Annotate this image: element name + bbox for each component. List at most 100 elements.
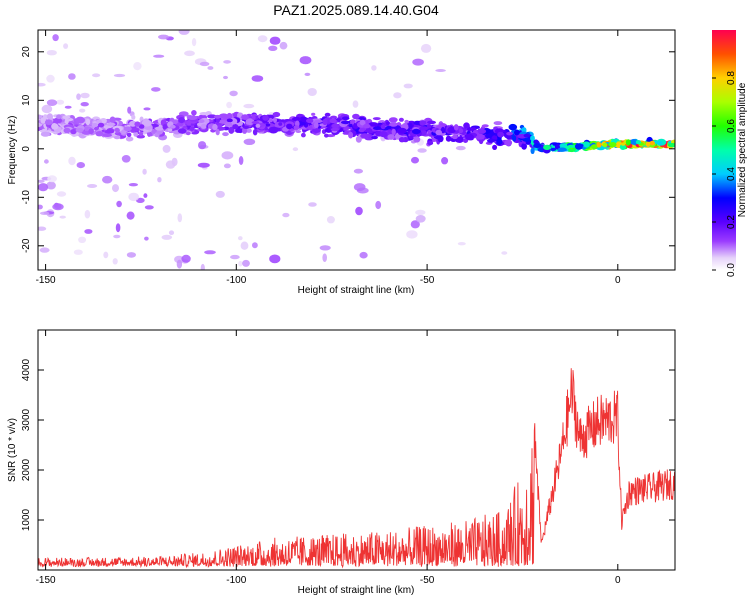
- heatmap-cell: [398, 117, 404, 122]
- heatmap-cell: [133, 62, 142, 71]
- heatmap-cell: [530, 135, 535, 142]
- heatmap-cell: [355, 206, 363, 216]
- heatmap-cell: [514, 129, 520, 136]
- heatmap-cell: [268, 45, 278, 51]
- spectrogram-x-tick-label: -50: [420, 275, 435, 286]
- heatmap-cell: [282, 212, 290, 218]
- heatmap-cell: [215, 128, 220, 136]
- heatmap-cell: [403, 83, 413, 89]
- heatmap-cell: [649, 140, 655, 146]
- heatmap-cell: [304, 72, 311, 76]
- heatmap-cell: [550, 147, 557, 151]
- heatmap-cell: [306, 118, 314, 124]
- heatmap-cell: [273, 117, 277, 123]
- heatmap-cell: [330, 115, 338, 119]
- heatmap-cell: [136, 134, 145, 139]
- heatmap-cell: [406, 230, 418, 239]
- heatmap-cell: [113, 73, 126, 78]
- heatmap-cell: [415, 215, 426, 223]
- heatmap-cell: [126, 211, 135, 220]
- snr-x-tick-label: -150: [36, 575, 56, 586]
- snr-x-label: Height of straight line (km): [298, 585, 415, 596]
- heatmap-cell: [187, 115, 198, 120]
- heatmap-cell: [199, 61, 210, 67]
- heatmap-cell: [56, 99, 65, 105]
- spectrogram-y-tick-label: 0: [21, 146, 32, 152]
- heatmap-cell: [112, 184, 119, 193]
- heatmap-cell: [340, 120, 351, 125]
- heatmap-cell: [326, 216, 335, 224]
- heatmap-cell: [348, 131, 354, 139]
- heatmap-cell: [167, 128, 173, 132]
- heatmap-cell: [602, 142, 608, 148]
- heatmap-cell: [308, 202, 317, 207]
- snr-panel: -150 -100 -50 0 1000 2000 3000 4000 Height of s…: [7, 329, 676, 596]
- heatmap-cell: [410, 220, 420, 229]
- heatmap-cell: [427, 120, 436, 125]
- heatmap-cell: [198, 141, 207, 150]
- heatmap-cell: [246, 128, 252, 133]
- heatmap-cell: [153, 54, 165, 58]
- colorbar-tick-label: 0.8: [726, 71, 737, 85]
- heatmap-cell: [104, 129, 115, 134]
- heatmap-cell: [238, 156, 244, 165]
- heatmap-cell: [46, 181, 56, 190]
- heatmap-cell: [371, 65, 377, 71]
- heatmap-cell: [59, 215, 66, 219]
- heatmap-cell: [38, 183, 49, 192]
- heatmap-cell: [75, 116, 85, 124]
- heatmap-cell: [88, 128, 94, 135]
- heatmap-cell: [38, 204, 43, 210]
- heatmap-cell: [243, 138, 256, 145]
- snr-line-area: [38, 368, 675, 569]
- heatmap-cell: [286, 123, 293, 130]
- heatmap-cell: [191, 38, 197, 47]
- heatmap-cell: [621, 142, 626, 146]
- heatmap-cell: [56, 191, 67, 197]
- heatmap-cell: [292, 116, 301, 122]
- heatmap-cell: [477, 128, 487, 134]
- heatmap-cell: [127, 106, 132, 114]
- heatmap-cell: [142, 168, 147, 175]
- heatmap-cell: [76, 162, 86, 169]
- heatmap-cell: [95, 131, 104, 137]
- heatmap-cell: [226, 118, 233, 123]
- spectrogram-x-tick-label: -150: [36, 275, 56, 286]
- heatmap-cell: [191, 110, 197, 116]
- heatmap-cell: [141, 119, 152, 127]
- heatmap-cell: [279, 41, 288, 50]
- heatmap-cell: [224, 122, 233, 126]
- heatmap-cell: [262, 115, 269, 121]
- heatmap-cell: [413, 120, 422, 125]
- heatmap-cell: [269, 36, 281, 45]
- heatmap-cell: [52, 34, 59, 42]
- heatmap-cell: [375, 200, 382, 210]
- heatmap-cell: [217, 120, 228, 124]
- heatmap-cell: [299, 56, 312, 65]
- heatmap-cell: [158, 34, 169, 40]
- heatmap-cell: [91, 123, 99, 128]
- heatmap-cell: [487, 138, 495, 143]
- heatmap-cell: [352, 100, 359, 108]
- heatmap-cell: [176, 259, 183, 269]
- heatmap-cell: [497, 131, 505, 138]
- heatmap-cell: [359, 119, 366, 126]
- heatmap-cell: [255, 123, 261, 128]
- heatmap-cell: [144, 205, 154, 210]
- heatmap-cell: [269, 254, 281, 264]
- heatmap-cell: [522, 137, 531, 142]
- heatmap-cell: [41, 104, 53, 114]
- colorbar: 0.0 0.2 0.4 0.6 0.8 Normalized spectral ampl…: [712, 30, 748, 277]
- heatmap-cell: [243, 103, 255, 109]
- heatmap-cell: [143, 193, 148, 198]
- heatmap-cell: [138, 124, 145, 129]
- snr-x-tick-label: -50: [420, 575, 435, 586]
- heatmap-cell: [238, 260, 243, 267]
- heatmap-cell: [427, 124, 432, 129]
- heatmap-cell: [40, 117, 46, 124]
- heatmap-cell: [358, 128, 365, 133]
- heatmap-cell: [393, 92, 402, 99]
- heatmap-cell: [63, 127, 71, 134]
- heatmap-cell: [204, 250, 216, 255]
